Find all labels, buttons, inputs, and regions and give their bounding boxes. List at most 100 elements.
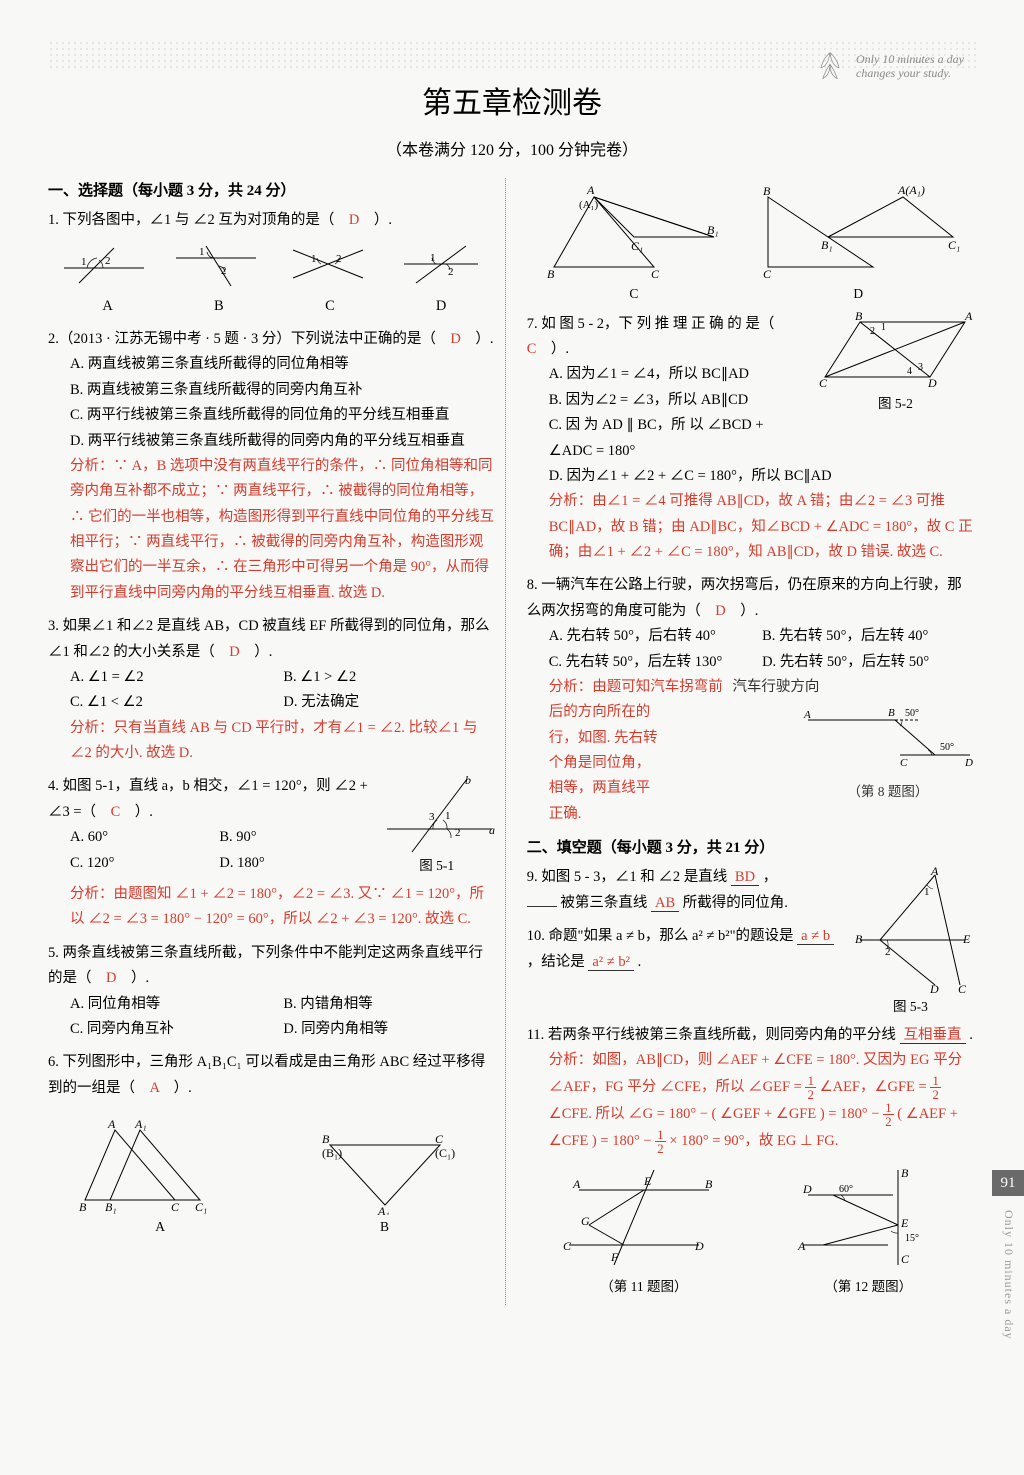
q2-c: C. 两平行线被第三条直线所截得的同位角的平分线互相垂直 (48, 403, 497, 428)
svg-text:D: D (964, 757, 973, 769)
svg-text:D: D (929, 982, 939, 995)
svg-text:B: B (855, 932, 863, 946)
svg-text:B: B (547, 267, 555, 281)
q8-a5: 正确. (549, 802, 976, 827)
q4-tail: ）. (120, 804, 153, 820)
svg-text:E: E (962, 932, 971, 946)
svg-text:B: B (763, 184, 771, 198)
svg-text:(C₁): (C₁) (435, 1146, 455, 1160)
q9-fig: A B E D C 1 2 图 5-3 (845, 865, 975, 1019)
q5-row1: A. 同位角相等 B. 内错角相等 (48, 992, 497, 1017)
svg-text:B: B (901, 1166, 909, 1180)
side-text: Only 10 minutes a day (1001, 1210, 1016, 1340)
q9-t1: 9. 如图 5 - 3，∠1 和 ∠2 是直线 (527, 869, 728, 885)
q2-answer: D (450, 331, 460, 347)
svg-text:1: 1 (445, 810, 451, 822)
q11-fig-wrap: A E B G C F D （第 11 题图） (559, 1165, 729, 1299)
svg-text:1: 1 (924, 886, 930, 898)
svg-text:2: 2 (105, 255, 111, 267)
q6-fig-b-wrap: B (B₁) C (C₁) A₁ B (300, 1115, 470, 1239)
svg-text:C: C (763, 267, 772, 281)
svg-text:3: 3 (429, 811, 435, 823)
slogan-1: Only 10 minutes a day (856, 52, 964, 66)
q3-answer: D (229, 644, 239, 660)
q5-answer: D (106, 970, 116, 986)
q1: 1. 下列各图中，∠1 与 ∠2 互为对顶角的是（ D ）. 1 2 1 (48, 208, 497, 319)
q4-b: B. 90° (219, 825, 368, 850)
q8-pre: 分析：由题可知汽车拐弯前 (549, 679, 723, 695)
q8: 8. 一辆汽车在公路上行驶，两次拐弯后，仍在原来的方向上行驶，那么两次拐弯的角度… (527, 573, 976, 827)
svg-text:A₁: A₁ (377, 1204, 390, 1215)
q6-fig-a-wrap: A A₁ B B₁ C C₁ A (75, 1115, 245, 1239)
q4-fig: a b 1 2 3 图 5-1 (377, 774, 497, 878)
q8-c: C. 先右转 50°，后左转 130° (549, 650, 762, 675)
svg-text:A: A (586, 183, 595, 197)
q12-caption: （第 12 题图） (793, 1275, 943, 1299)
two-columns: 一、选择题（每小题 3 分，共 24 分） 1. 下列各图中，∠1 与 ∠2 互… (48, 178, 976, 1305)
q5-b: B. 内错角相等 (283, 992, 496, 1017)
q5-d: D. 同旁内角相等 (283, 1017, 496, 1042)
q5-tail: ）. (116, 970, 149, 986)
q3-d: D. 无法确定 (283, 690, 496, 715)
q1-fig-b: 1 2 (171, 238, 261, 288)
svg-text:B: B (888, 707, 895, 719)
q2-a: A. 两直线被第三条直线所截得的同位角相等 (48, 352, 497, 377)
svg-text:C₁: C₁ (195, 1200, 207, 1214)
q3-a: A. ∠1 = ∠2 (70, 665, 283, 690)
svg-text:3: 3 (918, 362, 923, 373)
q10-b2: a² ≠ b² (588, 954, 634, 971)
q1-figures: 1 2 1 2 1 (48, 238, 497, 288)
q3-analysis: 分析：只有当直线 AB 与 CD 平行时，才有∠1 = ∠2. 比较∠1 与∠2… (48, 716, 497, 767)
svg-text:A₁: A₁ (134, 1117, 147, 1131)
frac-4: 12 (655, 1128, 666, 1155)
q1-label-b: B (163, 294, 274, 319)
q11-t2: . (969, 1027, 973, 1043)
q2: 2.（2013 · 江苏无锡中考 · 5 题 · 3 分）下列说法中正确的是（ … (48, 327, 497, 606)
svg-text:G: G (581, 1214, 590, 1228)
column-divider (505, 178, 506, 1305)
q8-d: D. 先右转 50°，后左转 50° (762, 650, 975, 675)
frac-1: 12 (805, 1074, 816, 1101)
q8-a: A. 先右转 50°，后右转 40° (549, 624, 762, 649)
q6-fig-d-wrap: B C A(A₁) B₁ C₁ D (753, 182, 963, 306)
q8-dir: 汽车行驶方向 (726, 679, 819, 695)
q7-fig: B A C D 2 1 3 4 图 5-2 (815, 312, 975, 416)
q6-figs-cd: A (A₁) B₁ C₁ B C C B C A(A₁) (527, 182, 976, 306)
q10-b1: a ≠ b (797, 928, 834, 945)
q2-analysis: 分析：∵ A，B 选项中没有两直线平行的条件，∴ 同位角相等和同旁内角互补都不成… (48, 454, 497, 606)
q11-analysis: 分析：如图，AB∥CD，则 ∠AEF + ∠CFE = 180°. 又因为 EG… (527, 1048, 976, 1155)
q3-tail: ）. (240, 644, 273, 660)
svg-text:C: C (900, 757, 908, 769)
svg-text:1: 1 (311, 253, 317, 265)
svg-text:1: 1 (430, 252, 436, 264)
exam-info: （本卷满分 120 分，100 分钟完卷） (48, 136, 976, 160)
q10-t3: . (638, 954, 642, 970)
q6-fig-c-wrap: A (A₁) B₁ C₁ B C C (539, 182, 729, 306)
q11: 11. 若两条平行线被第三条直线所截，则同旁内角的平分线 互相垂直 . 分析：如… (527, 1023, 976, 1155)
frac-3: 12 (883, 1101, 894, 1128)
svg-text:B: B (705, 1177, 713, 1191)
svg-text:D: D (927, 376, 937, 390)
q11-at: × 180° = 90°，故 EG ⊥ FG. (669, 1133, 838, 1149)
q7-c: C. 因 为 AD ∥ BC，所 以 ∠BCD + ∠ADC = 180° (527, 413, 976, 464)
q5: 5. 两条直线被第三条直线所截，下列条件中不能判定这两条直线平行的是（ D ）.… (48, 941, 497, 1043)
q1-answer: D (349, 212, 359, 228)
q3-row2: C. ∠1 < ∠2 D. 无法确定 (48, 690, 497, 715)
svg-text:B₁: B₁ (707, 223, 719, 237)
q11-caption: （第 11 题图） (559, 1275, 729, 1299)
q5-a: A. 同位角相等 (70, 992, 283, 1017)
svg-text:D: D (802, 1182, 812, 1196)
q8-analysis: 分析：由题可知汽车拐弯前 汽车行驶方向 A B 50° C (527, 675, 976, 827)
bottom-figs: A E B G C F D （第 11 题图） (527, 1165, 976, 1299)
svg-text:F: F (610, 1250, 619, 1264)
q4-d: D. 180° (219, 851, 368, 876)
q10-t2: ，结论是 (527, 954, 585, 970)
svg-text:C: C (435, 1132, 444, 1146)
svg-text:A: A (803, 709, 811, 721)
q6-cap-a: A (75, 1215, 245, 1239)
q7-caption: 图 5-2 (815, 392, 975, 416)
leaf-icon (812, 48, 848, 84)
q8-row2: C. 先右转 50°，后左转 130° D. 先右转 50°，后左转 50° (527, 650, 976, 675)
q7-answer: C (527, 341, 537, 357)
q9-t3: 被第三条直线 (560, 895, 647, 911)
